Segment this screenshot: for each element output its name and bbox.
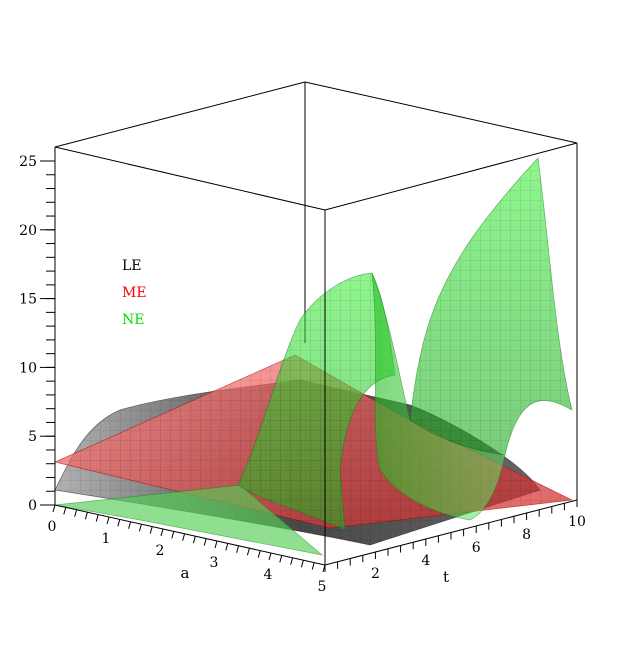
a-tick-label: 3 [210,555,219,571]
a-tick-label: 1 [102,531,111,547]
surface-ne-valley [371,272,506,521]
bounding-box-back [54,81,578,500]
a-minor-tick [257,550,261,558]
a-minor-tick [225,543,229,551]
legend: LE ME NE [122,258,147,328]
t-axis-title: t [443,568,449,586]
a-minor-tick [160,528,164,537]
a-minor-tick [246,548,250,556]
axes: 0 5 10 15 20 25 0 1 2 3 4 5 a 2 4 6 8 10 t [19,147,586,595]
t-ticks: 2 4 6 8 10 [324,500,586,582]
a-minor-tick [128,521,132,529]
z-tick-label: 5 [28,429,37,445]
a-minor-tick [117,519,121,527]
z-tick-label: 15 [19,292,37,308]
a-minor-tick [311,562,315,570]
z-ticks: 0 5 10 15 20 25 [19,154,55,514]
a-minor-tick [84,512,88,520]
t-tick-label: 2 [371,566,380,582]
t-tick-label: 8 [522,527,531,543]
z-tick-label: 25 [19,154,37,170]
a-tick-label: 5 [318,579,327,595]
a-tick-label: 2 [156,543,165,559]
t-tick-label: 4 [421,553,430,569]
surface-ne-floor [54,484,324,556]
a-minor-tick [268,552,272,561]
a-axis-line [54,504,326,566]
a-minor-tick [192,536,196,544]
z-tick-label: 10 [19,360,37,376]
z-tick-label: 0 [28,498,37,514]
a-minor-tick [138,524,142,532]
legend-entry-ne: NE [122,312,144,328]
a-minor-tick [182,533,186,541]
a-tick-label: 4 [264,567,273,583]
a-minor-tick [63,507,67,515]
a-minor-tick [95,514,99,522]
a-minor-tick [171,531,175,539]
a-minor-tick [279,555,283,563]
a-minor-tick [149,526,153,534]
a-minor-tick [300,560,304,568]
surfaces [53,157,574,556]
a-axis-title: a [181,564,190,582]
a-minor-tick [290,557,294,565]
a-minor-tick [236,545,240,553]
t-tick-label: 10 [568,514,586,530]
a-minor-tick [52,504,56,513]
z-tick-label: 20 [19,223,37,239]
a-minor-tick [214,540,218,549]
legend-entry-me: ME [122,285,147,301]
a-minor-tick [203,538,207,546]
a-minor-tick [74,509,78,517]
legend-entry-le: LE [122,258,142,274]
a-tick-label: 0 [48,519,57,535]
a-minor-tick [106,516,110,525]
t-tick-label: 6 [472,540,481,556]
